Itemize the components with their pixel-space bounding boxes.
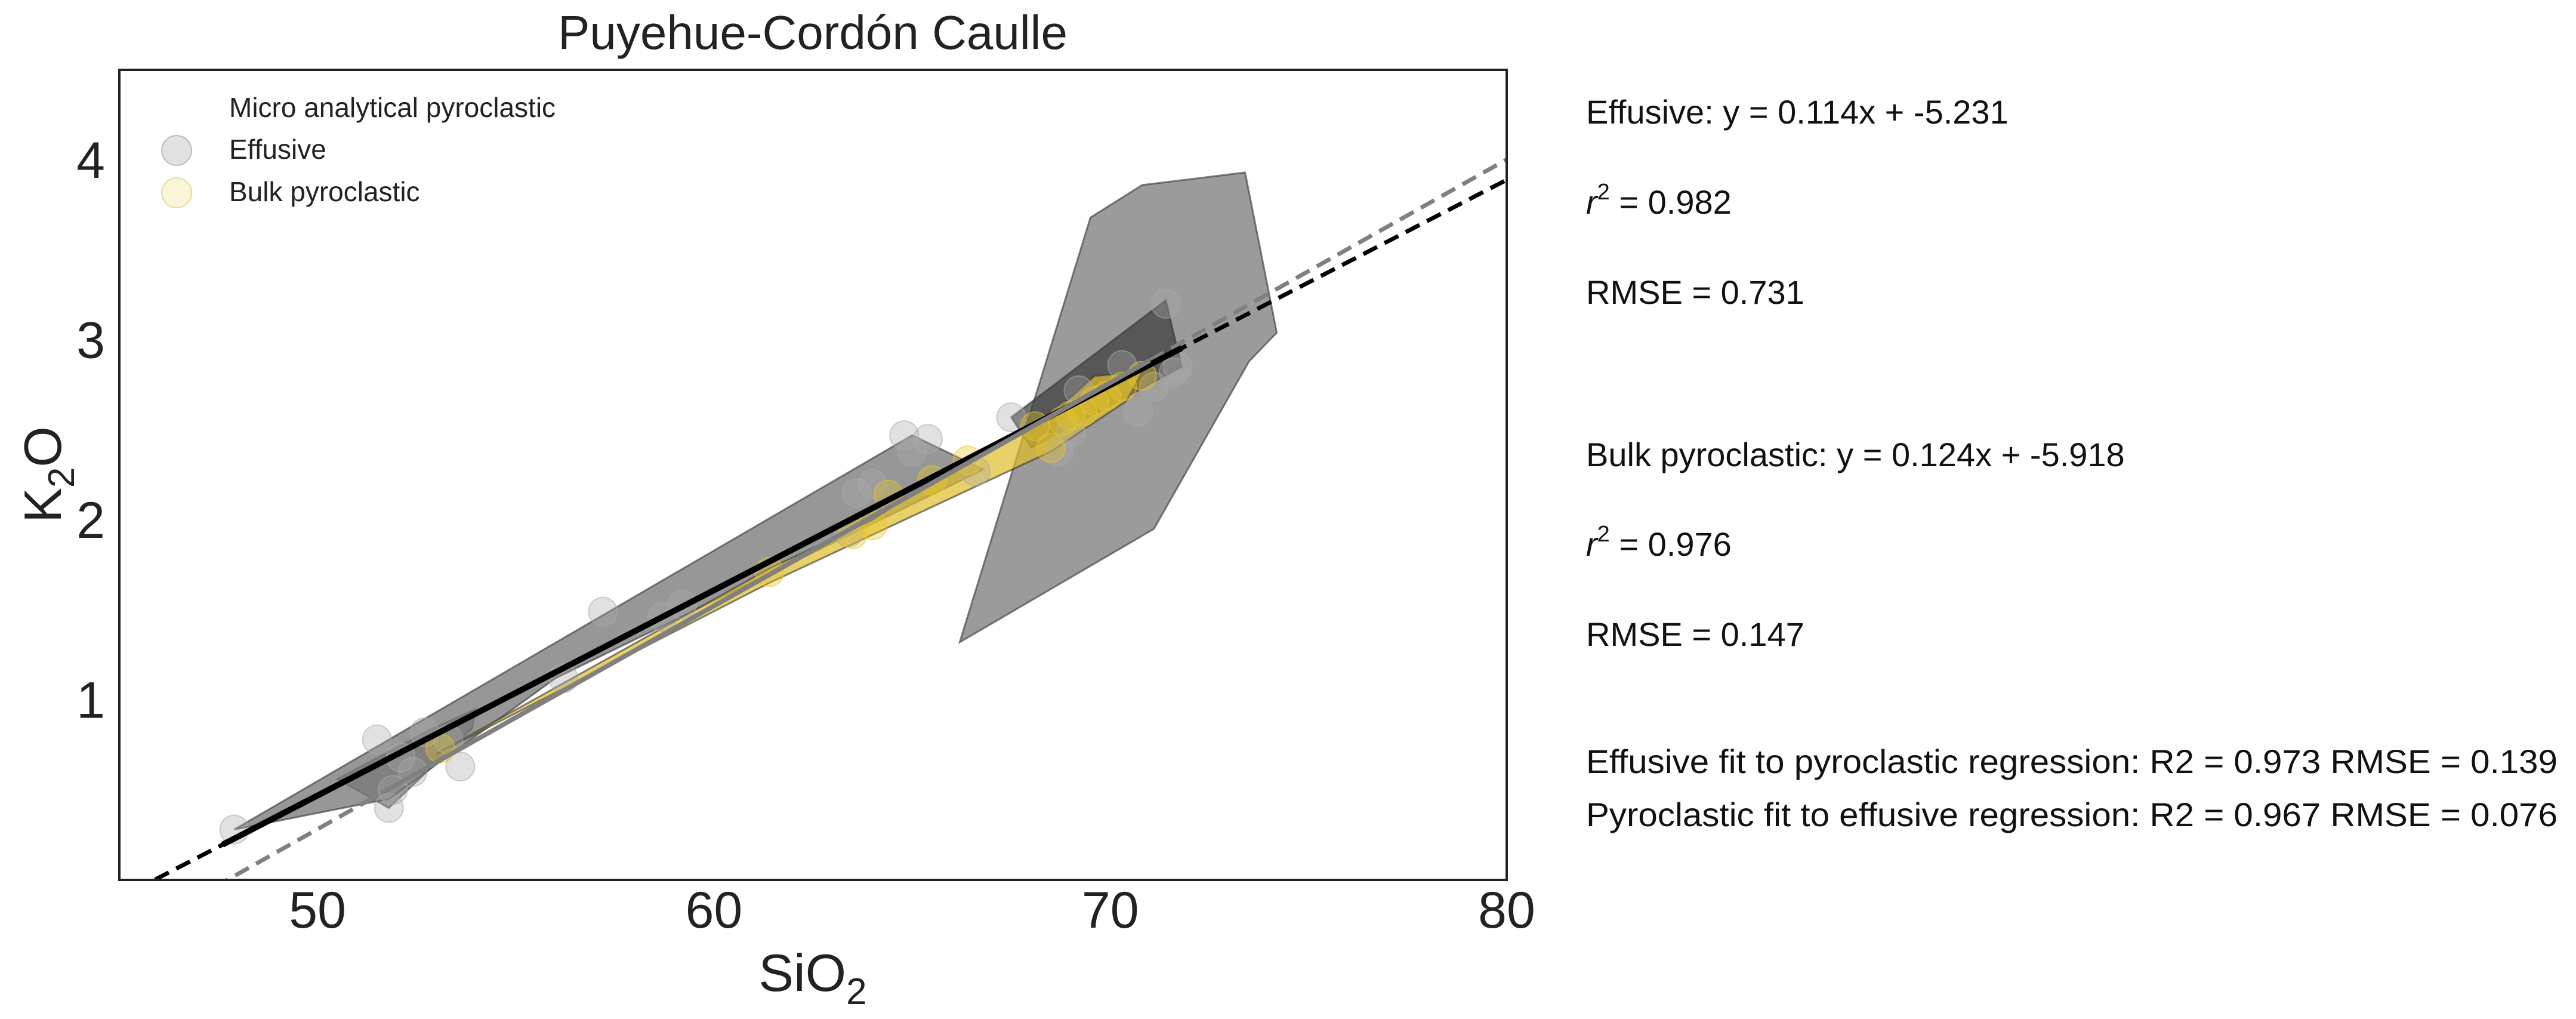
x-axis-label: SiO2 xyxy=(758,943,866,1012)
effusive-point xyxy=(1159,357,1189,387)
bulk-rmse: RMSE = 0.147 xyxy=(1586,615,1804,653)
bulk-r2: r2 = 0.976 xyxy=(1586,522,1732,563)
x-tick-label: 80 xyxy=(1478,882,1535,939)
effusive-point xyxy=(374,793,404,823)
chart-title: Puyehue-Cordón Caulle xyxy=(558,6,1068,59)
y-tick-labels: 1 2 3 4 xyxy=(76,132,105,729)
effusive-point xyxy=(362,724,392,755)
legend-label-effusive: Effusive xyxy=(229,134,326,165)
effusive-point xyxy=(1044,436,1074,467)
bulk-pyroclastic-fit-solid-line xyxy=(384,358,1152,793)
effusive-point xyxy=(1123,397,1153,427)
y-tick-label: 3 xyxy=(76,312,105,369)
effusive-point xyxy=(996,402,1026,432)
effusive-point xyxy=(889,420,920,451)
effusive-point xyxy=(897,436,927,467)
cross-fit-pyroclastic: Pyroclastic fit to effusive regression: … xyxy=(1586,796,2558,833)
x-tick-labels: 50 60 70 80 xyxy=(289,882,1535,939)
effusive-equation: Effusive: y = 0.114x + -5.231 xyxy=(1586,93,2009,131)
effusive-r2: r2 = 0.982 xyxy=(1586,180,1732,221)
y-tick-label: 4 xyxy=(76,132,105,189)
x-tick-label: 60 xyxy=(686,882,743,939)
effusive-point xyxy=(913,424,943,454)
effusive-point xyxy=(1056,417,1086,447)
effusive-point xyxy=(841,478,872,508)
plot-frame xyxy=(118,69,1508,881)
legend: Micro analytical pyroclastic Effusive Bu… xyxy=(161,92,556,208)
effusive-point xyxy=(1150,289,1181,319)
y-tick-label: 1 xyxy=(76,672,105,729)
effusive-point xyxy=(588,596,618,627)
effusive-point xyxy=(857,469,888,499)
fit-statistics: Effusive: y = 0.114x + -5.231 r2 = 0.982… xyxy=(1586,93,2558,833)
y-axis-label: K2O xyxy=(13,426,82,523)
y-tick-label: 2 xyxy=(76,492,105,549)
x-tick-label: 70 xyxy=(1082,882,1139,939)
cross-fit-effusive: Effusive fit to pyroclastic regression: … xyxy=(1586,743,2558,780)
effusive-point xyxy=(445,752,476,781)
legend-label-bulk: Bulk pyroclastic xyxy=(229,176,420,207)
convex-hulls xyxy=(233,171,1278,831)
bulk-pyroclastic-point xyxy=(1036,433,1066,463)
x-tick-label: 50 xyxy=(289,882,346,939)
effusive-rmse: RMSE = 0.731 xyxy=(1586,273,1804,311)
legend-marker-bulk xyxy=(161,177,192,208)
legend-label-micro: Micro analytical pyroclastic xyxy=(229,92,556,123)
legend-marker-effusive xyxy=(161,135,192,166)
regression-lines xyxy=(154,158,1507,880)
bulk-equation: Bulk pyroclastic: y = 0.124x + -5.918 xyxy=(1586,436,2125,473)
